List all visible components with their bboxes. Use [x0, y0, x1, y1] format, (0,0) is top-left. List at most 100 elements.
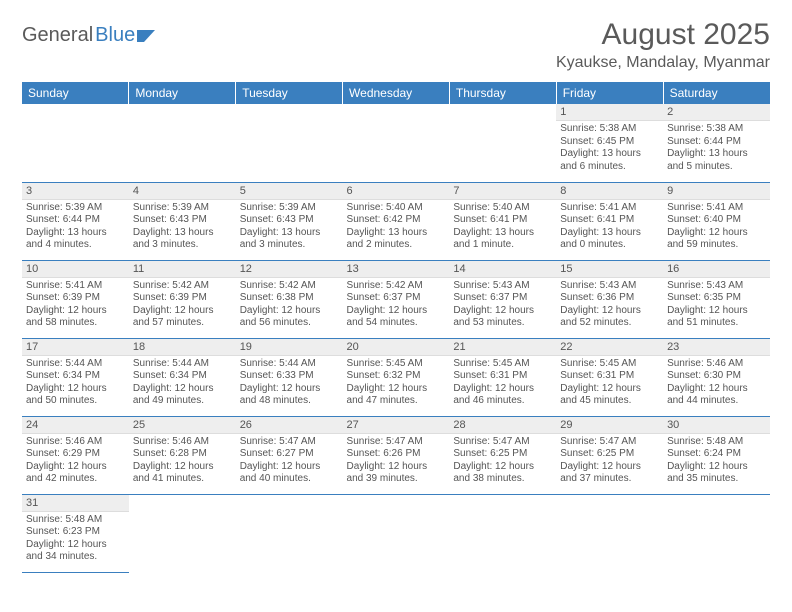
calendar-day-cell	[343, 104, 450, 182]
daylight-text: Daylight: 12 hours and 54 minutes.	[347, 305, 446, 330]
calendar-day-cell: 30Sunrise: 5:48 AMSunset: 6:24 PMDayligh…	[663, 416, 770, 494]
sunset-text: Sunset: 6:42 PM	[347, 214, 446, 227]
day-details: Sunrise: 5:47 AMSunset: 6:25 PMDaylight:…	[556, 434, 663, 490]
day-number: 13	[343, 261, 450, 278]
daylight-text: Daylight: 12 hours and 48 minutes.	[240, 383, 339, 408]
page: GeneralBlue August 2025 Kyaukse, Mandala…	[0, 0, 792, 583]
sunrise-text: Sunrise: 5:39 AM	[240, 202, 339, 215]
sunset-text: Sunset: 6:39 PM	[26, 292, 125, 305]
daylight-text: Daylight: 13 hours and 0 minutes.	[560, 227, 659, 252]
sunset-text: Sunset: 6:43 PM	[133, 214, 232, 227]
sunrise-text: Sunrise: 5:43 AM	[560, 280, 659, 293]
day-number: 19	[236, 339, 343, 356]
day-details: Sunrise: 5:47 AMSunset: 6:27 PMDaylight:…	[236, 434, 343, 490]
daylight-text: Daylight: 12 hours and 50 minutes.	[26, 383, 125, 408]
day-number: 23	[663, 339, 770, 356]
calendar-day-cell: 25Sunrise: 5:46 AMSunset: 6:28 PMDayligh…	[129, 416, 236, 494]
day-details: Sunrise: 5:43 AMSunset: 6:35 PMDaylight:…	[663, 278, 770, 334]
day-number: 25	[129, 417, 236, 434]
sunset-text: Sunset: 6:29 PM	[26, 448, 125, 461]
sunset-text: Sunset: 6:27 PM	[240, 448, 339, 461]
calendar-day-cell	[449, 494, 556, 572]
sunrise-text: Sunrise: 5:42 AM	[240, 280, 339, 293]
calendar-week-row: 3 Sunrise: 5:39 AM Sunset: 6:44 PM Daylight…	[22, 182, 770, 260]
header: GeneralBlue August 2025 Kyaukse, Mandala…	[22, 18, 770, 72]
calendar-day-cell: 24Sunrise: 5:46 AMSunset: 6:29 PMDayligh…	[22, 416, 129, 494]
sunrise-text: Sunrise: 5:47 AM	[453, 436, 552, 449]
calendar-day-cell	[663, 494, 770, 572]
sunset-text: Sunset: 6:23 PM	[26, 526, 125, 539]
sunrise-text: Sunrise: 5:43 AM	[667, 280, 766, 293]
sunset-text: Sunset: 6:37 PM	[347, 292, 446, 305]
day-number: 4	[129, 183, 236, 200]
calendar-day-cell	[449, 104, 556, 182]
sunset-text: Sunset: 6:28 PM	[133, 448, 232, 461]
weekday-header: Friday	[556, 82, 663, 104]
sunrise-text: Sunrise: 5:38 AM	[560, 123, 659, 136]
day-details: Sunrise: 5:43 AMSunset: 6:37 PMDaylight:…	[449, 278, 556, 334]
sunrise-text: Sunrise: 5:47 AM	[347, 436, 446, 449]
day-number: 22	[556, 339, 663, 356]
sunset-text: Sunset: 6:31 PM	[560, 370, 659, 383]
day-details: Sunrise: 5:44 AMSunset: 6:34 PMDaylight:…	[129, 356, 236, 412]
calendar-week-row: 31Sunrise: 5:48 AMSunset: 6:23 PMDayligh…	[22, 494, 770, 572]
day-details: Sunrise: 5:42 AMSunset: 6:37 PMDaylight:…	[343, 278, 450, 334]
sunset-text: Sunset: 6:44 PM	[26, 214, 125, 227]
day-details: Sunrise: 5:47 AMSunset: 6:26 PMDaylight:…	[343, 434, 450, 490]
day-details: Sunrise: 5:41 AMSunset: 6:41 PMDaylight:…	[556, 200, 663, 256]
day-number: 28	[449, 417, 556, 434]
sunset-text: Sunset: 6:26 PM	[347, 448, 446, 461]
calendar-day-cell: 5Sunrise: 5:39 AMSunset: 6:43 PMDaylight…	[236, 182, 343, 260]
sunrise-text: Sunrise: 5:45 AM	[347, 358, 446, 371]
daylight-text: Daylight: 12 hours and 39 minutes.	[347, 461, 446, 486]
daylight-text: Daylight: 12 hours and 42 minutes.	[26, 461, 125, 486]
day-number: 3	[22, 183, 129, 200]
day-details: Sunrise: 5:48 AMSunset: 6:24 PMDaylight:…	[663, 434, 770, 490]
calendar-day-cell: 4Sunrise: 5:39 AMSunset: 6:43 PMDaylight…	[129, 182, 236, 260]
day-number: 29	[556, 417, 663, 434]
day-details: Sunrise: 5:42 AMSunset: 6:38 PMDaylight:…	[236, 278, 343, 334]
sunrise-text: Sunrise: 5:46 AM	[26, 436, 125, 449]
day-details: Sunrise: 5:39 AMSunset: 6:43 PMDaylight:…	[129, 200, 236, 256]
day-details: Sunrise: 5:45 AMSunset: 6:31 PMDaylight:…	[556, 356, 663, 412]
day-number: 11	[129, 261, 236, 278]
calendar-day-cell: 2Sunrise: 5:38 AMSunset: 6:44 PMDaylight…	[663, 104, 770, 182]
calendar-day-cell: 1Sunrise: 5:38 AMSunset: 6:45 PMDaylight…	[556, 104, 663, 182]
day-number: 14	[449, 261, 556, 278]
logo: GeneralBlue	[22, 18, 159, 47]
logo-flag-icon	[137, 28, 159, 42]
day-number: 17	[22, 339, 129, 356]
daylight-text: Daylight: 12 hours and 56 minutes.	[240, 305, 339, 330]
calendar-day-cell: 6Sunrise: 5:40 AMSunset: 6:42 PMDaylight…	[343, 182, 450, 260]
logo-text-1: General	[22, 24, 93, 47]
calendar-day-cell: 3Sunrise: 5:39 AMSunset: 6:44 PMDaylight…	[22, 182, 129, 260]
month-title: August 2025	[556, 18, 770, 52]
calendar-day-cell: 18Sunrise: 5:44 AMSunset: 6:34 PMDayligh…	[129, 338, 236, 416]
calendar-day-cell: 28Sunrise: 5:47 AMSunset: 6:25 PMDayligh…	[449, 416, 556, 494]
sunrise-text: Sunrise: 5:48 AM	[26, 514, 125, 527]
sunrise-text: Sunrise: 5:44 AM	[26, 358, 125, 371]
day-details: Sunrise: 5:47 AMSunset: 6:25 PMDaylight:…	[449, 434, 556, 490]
daylight-text: Daylight: 12 hours and 38 minutes.	[453, 461, 552, 486]
sunrise-text: Sunrise: 5:42 AM	[347, 280, 446, 293]
sunrise-text: Sunrise: 5:47 AM	[560, 436, 659, 449]
sunset-text: Sunset: 6:32 PM	[347, 370, 446, 383]
calendar-table: Sunday Monday Tuesday Wednesday Thursday…	[22, 82, 770, 573]
weekday-header: Tuesday	[236, 82, 343, 104]
calendar-day-cell: 16Sunrise: 5:43 AMSunset: 6:35 PMDayligh…	[663, 260, 770, 338]
calendar-day-cell: 13Sunrise: 5:42 AMSunset: 6:37 PMDayligh…	[343, 260, 450, 338]
calendar-day-cell	[556, 494, 663, 572]
sunrise-text: Sunrise: 5:45 AM	[560, 358, 659, 371]
sunrise-text: Sunrise: 5:38 AM	[667, 123, 766, 136]
weekday-header-row: Sunday Monday Tuesday Wednesday Thursday…	[22, 82, 770, 104]
calendar-day-cell: 20Sunrise: 5:45 AMSunset: 6:32 PMDayligh…	[343, 338, 450, 416]
sunset-text: Sunset: 6:36 PM	[560, 292, 659, 305]
day-number: 27	[343, 417, 450, 434]
calendar-day-cell	[129, 104, 236, 182]
day-number: 15	[556, 261, 663, 278]
day-details: Sunrise: 5:44 AMSunset: 6:33 PMDaylight:…	[236, 356, 343, 412]
sunset-text: Sunset: 6:24 PM	[667, 448, 766, 461]
calendar-day-cell: 29Sunrise: 5:47 AMSunset: 6:25 PMDayligh…	[556, 416, 663, 494]
sunrise-text: Sunrise: 5:41 AM	[667, 202, 766, 215]
day-number: 18	[129, 339, 236, 356]
